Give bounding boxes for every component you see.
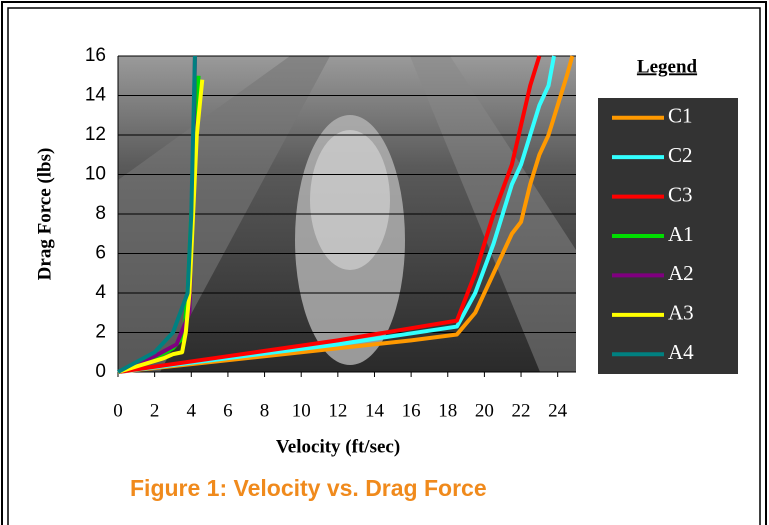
legend-label: A1: [668, 222, 694, 246]
x-tick-label: 18: [438, 400, 457, 421]
y-tick-label: 14: [85, 85, 107, 106]
y-tick-label: 12: [85, 124, 106, 145]
legend-label: C3: [668, 182, 693, 206]
caption: Figure 1: Velocity vs. Drag Force: [130, 475, 487, 501]
series-line: [117, 55, 542, 374]
x-tick-label: 20: [475, 400, 494, 421]
y-tick-label: 10: [85, 164, 106, 185]
legend-label: C1: [668, 104, 693, 128]
legend-title: Legend: [637, 56, 698, 77]
x-tick-label: 4: [187, 400, 197, 421]
series-line: [117, 55, 197, 374]
series-line: [117, 55, 556, 374]
y-tick-label: 2: [95, 322, 106, 343]
x-tick-label: 2: [150, 400, 160, 421]
y-tick-label: 4: [95, 282, 106, 303]
y-axis-label: Drag Force (lbs): [34, 148, 55, 281]
legend-label: A2: [668, 261, 694, 285]
x-axis-label: Velocity (ft/sec): [276, 436, 400, 457]
y-tick-label: 0: [95, 361, 106, 382]
inner-frame: [7, 7, 761, 525]
x-tick-label: 8: [260, 400, 270, 421]
x-tick-label: 14: [365, 400, 385, 421]
series-line: [117, 55, 575, 374]
y-tick-label: 6: [95, 243, 106, 264]
x-tick-label: 6: [223, 400, 233, 421]
x-tick-label: 12: [328, 400, 347, 421]
legend-label: A3: [668, 301, 694, 325]
x-tick-label: 10: [292, 400, 311, 421]
x-tick-label: 0: [113, 400, 123, 421]
legend-label: A4: [668, 340, 694, 364]
y-tick-label: 16: [85, 45, 106, 66]
x-tick-label: 24: [548, 400, 568, 421]
legend-label: C2: [668, 143, 693, 167]
y-tick-label: 8: [95, 203, 106, 224]
x-tick-label: 16: [402, 400, 421, 421]
series-line: [117, 79, 205, 374]
x-tick-label: 22: [512, 400, 531, 421]
